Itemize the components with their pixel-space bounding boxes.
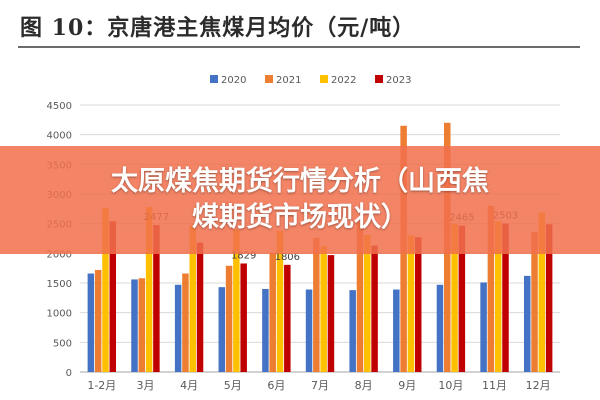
bar-2021-2 [182, 273, 189, 372]
bar-2023-4 [284, 264, 291, 372]
bar-2023-9 [502, 223, 509, 372]
x-tick-label: 6月 [267, 379, 285, 392]
x-tick-label: 7月 [311, 379, 329, 392]
y-tick-label: 1000 [47, 309, 72, 320]
legend-label: 2021 [276, 75, 301, 86]
bar-2022-6 [364, 234, 371, 372]
x-tick-label: 8月 [355, 379, 373, 392]
x-tick-label: 1-2月 [87, 379, 116, 392]
bar-2021-3 [225, 265, 233, 372]
bar-2023-0 [109, 221, 117, 372]
bar-2022-2 [189, 225, 196, 372]
bar-2022-10 [538, 212, 546, 372]
x-tick-label: 11月 [482, 379, 507, 392]
bar-2023-6 [371, 245, 378, 372]
bar-2021-0 [94, 269, 102, 372]
legend-swatch-2022 [320, 75, 328, 83]
bar-2020-3 [218, 287, 226, 372]
bar-2023-3 [240, 263, 247, 372]
bar-2022-0 [102, 208, 109, 372]
bar-2022-1 [145, 207, 153, 372]
x-tick-label: 10月 [438, 379, 463, 392]
bar-2021-5 [313, 237, 320, 372]
bar-2022-3 [233, 229, 240, 372]
y-tick-label: 4500 [47, 101, 72, 112]
y-tick-label: 2000 [47, 249, 72, 260]
bar-2020-7 [393, 289, 400, 372]
bar-2023-5 [327, 255, 335, 372]
bar-2020-4 [262, 288, 269, 372]
y-tick-label: 1500 [47, 279, 72, 290]
legend-label: 2023 [386, 75, 411, 86]
bar-2020-6 [349, 290, 356, 372]
overlay-title-line-2: 煤期货市场现状） [192, 202, 408, 233]
bar-2023-1 [153, 225, 160, 372]
bar-2020-0 [87, 273, 95, 372]
data-label: 1806 [275, 252, 300, 263]
bar-2023-2 [196, 242, 204, 372]
overlay-title-line-1: 太原煤焦期货行情分析（山西焦 [111, 166, 489, 197]
bar-2021-4 [269, 252, 276, 372]
x-tick-label: 5月 [224, 379, 242, 392]
legend-swatch-2020 [210, 75, 218, 83]
x-tick-label: 4月 [180, 379, 198, 392]
bar-2023-7 [414, 237, 422, 372]
bar-2022-4 [276, 230, 284, 372]
y-tick-label: 500 [53, 338, 72, 349]
bar-2021-10 [531, 231, 538, 372]
bar-2022-9 [494, 221, 502, 372]
data-label: 1829 [231, 250, 256, 261]
bar-2021-1 [138, 278, 146, 372]
y-tick-label: 0 [66, 368, 72, 379]
bar-2020-5 [305, 289, 313, 372]
bar-2021-6 [356, 222, 364, 372]
x-tick-label: 9月 [398, 379, 416, 392]
x-tick-label: 12月 [526, 379, 551, 392]
bar-2021-9 [487, 205, 495, 372]
x-tick-label: 3月 [136, 379, 154, 392]
legend-label: 2022 [331, 75, 356, 86]
legend-label: 2020 [221, 75, 246, 86]
bar-2023-10 [545, 224, 553, 372]
bar-2022-5 [320, 246, 327, 372]
bar-2020-9 [480, 282, 487, 372]
y-tick-label: 4000 [47, 131, 72, 142]
bar-2022-8 [451, 223, 458, 372]
legend-swatch-2023 [375, 75, 383, 83]
bar-2023-8 [458, 225, 466, 372]
figure-title: 图 10：京唐港主焦煤月均价（元/吨） [20, 15, 416, 41]
bar-2022-7 [407, 235, 415, 372]
legend-swatch-2021 [265, 75, 273, 83]
bar-2020-2 [174, 284, 182, 372]
bar-2020-8 [436, 284, 444, 372]
overlay-banner: 太原煤焦期货行情分析（山西焦 煤期货市场现状） [0, 146, 600, 254]
bar-2020-10 [523, 275, 531, 372]
title-divider [18, 46, 580, 48]
bar-2020-1 [131, 279, 138, 372]
